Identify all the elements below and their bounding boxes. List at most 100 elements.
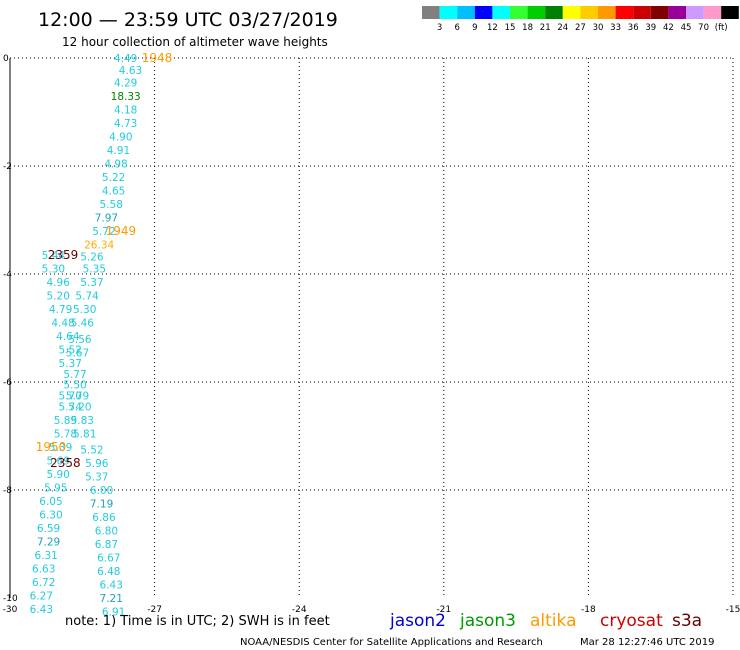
y-tick-label: -2 (3, 162, 12, 172)
y-tick-label: -10 (3, 594, 18, 604)
wave-height-label: 4.79 (49, 304, 72, 316)
satellite-name: s3a (672, 611, 702, 631)
wave-height-label: 6.67 (97, 553, 120, 565)
chart-subtitle: 12 hour collection of altimeter wave hei… (62, 35, 328, 49)
wave-height-label: 5.72 (92, 226, 115, 238)
wave-height-label: 5.35 (83, 264, 106, 276)
legend-swatch (439, 6, 458, 19)
wave-height-label: 5.78 (54, 428, 77, 440)
wave-height-label: 5.37 (59, 358, 82, 370)
wave-height-label: 5.74 (75, 291, 99, 303)
x-tick-label: -30 (3, 605, 18, 615)
note-text: note: 1) Time is in UTC; 2) SWH is in fe… (65, 614, 330, 629)
legend-label: 33 (610, 23, 621, 33)
x-tick-label: -15 (726, 605, 740, 615)
wave-height-label: 5.83 (71, 415, 94, 427)
wave-height-label: 4.65 (102, 185, 125, 197)
wave-height-label: 5.96 (85, 458, 109, 470)
legend-label: 42 (663, 23, 674, 33)
wave-height-label: 26.34 (84, 239, 114, 251)
x-tick-label: -24 (292, 605, 307, 615)
wave-height-label: 5.77 (63, 369, 86, 381)
wave-height-label: 5.58 (100, 199, 123, 211)
legend-label: 3 (437, 23, 442, 33)
footer-timestamp: Mar 28 12:27:46 UTC 2019 (580, 637, 715, 648)
wave-height-label: 6.86 (92, 512, 116, 524)
legend-label: 30 (593, 23, 604, 33)
wave-height-label: 5.79 (66, 391, 89, 403)
wave-height-label: 5.81 (73, 428, 96, 440)
wave-height-label: 4.91 (107, 145, 130, 157)
y-tick-label: -8 (3, 486, 12, 496)
wave-height-label: 6.00 (90, 485, 113, 497)
wave-height-label: 5.50 (63, 380, 86, 392)
satellite-name: jason3 (459, 611, 516, 631)
y-tick-label: -6 (3, 378, 12, 388)
wave-height-label: 6.27 (30, 590, 53, 602)
footer-source: NOAA/NESDIS Center for Satellite Applica… (240, 637, 543, 648)
wave-height-label: 5.37 (85, 472, 108, 484)
wave-height-label: 7.19 (90, 499, 113, 511)
wave-height-label: 6.43 (30, 604, 53, 616)
wave-height-label: 5.70 (59, 391, 82, 403)
wave-height-label: 7.97 (95, 212, 118, 224)
wave-height-label: 6.48 (97, 566, 120, 578)
wave-height-label: 4.63 (119, 65, 142, 77)
legend-swatch (545, 6, 563, 19)
legend-swatch (474, 6, 493, 19)
y-tick-label: 0 (3, 54, 9, 64)
wave-height-label: 4.73 (114, 118, 137, 130)
legend-swatch (721, 6, 739, 19)
legend-swatch (633, 6, 651, 19)
x-tick-label: -27 (147, 605, 162, 615)
chart-title: 12:00 — 23:59 UTC 03/27/2019 (38, 9, 338, 31)
satellite-name: altika (530, 611, 577, 631)
x-tick-label: -21 (436, 605, 451, 615)
legend-swatch (686, 6, 704, 19)
time-label: 1949 (106, 224, 137, 238)
legend-label: 12 (487, 23, 498, 33)
wave-height-label: 6.05 (39, 496, 62, 508)
wave-height-label: 5.56 (68, 334, 92, 346)
legend-swatch (422, 6, 440, 19)
wave-height-label: 4.48 (51, 318, 74, 330)
legend-label: 21 (540, 23, 551, 33)
wave-height-label: 6.59 (37, 523, 60, 535)
wave-height-label: 4.98 (104, 158, 127, 170)
wave-height-label: 4.18 (114, 104, 137, 116)
color-scale-legend: 3 6 9 12 15 18 21 24 27 30 33 36 39 42 45 70 (ft) (422, 6, 739, 33)
wave-height-label: 5.95 (44, 482, 67, 494)
wave-height-label: 6.31 (34, 550, 57, 562)
wave-height-label: 4.64 (56, 331, 80, 343)
legend-swatch (668, 6, 686, 19)
wave-height-label: 6.43 (100, 580, 123, 592)
legend-swatch (510, 6, 528, 19)
legend-swatch (650, 6, 669, 19)
legend-label: 27 (575, 23, 586, 33)
wave-height-label: 5.44 (42, 250, 66, 262)
wave-height-label: 6.63 (32, 563, 55, 575)
wave-height-label: 5.67 (66, 347, 89, 359)
legend-label: 24 (557, 23, 568, 33)
legend-label: 15 (505, 23, 516, 33)
legend-label: 6 (454, 23, 459, 33)
wave-height-label: 5.22 (102, 172, 125, 184)
wave-height-label: 4.29 (114, 77, 137, 89)
legend-label: 45 (681, 23, 692, 33)
wave-height-label: 5.30 (42, 264, 65, 276)
wave-height-label: 5.26 (80, 252, 104, 264)
legend-swatch (457, 6, 475, 19)
legend-label: 9 (472, 23, 477, 33)
wave-height-label: 5.46 (71, 318, 95, 330)
legend-swatch (562, 6, 581, 19)
wave-height-label: 5.52 (80, 445, 103, 457)
wave-height-label: 7.21 (100, 593, 123, 605)
legend-swatch (492, 6, 510, 19)
x-tick-label: -18 (581, 605, 596, 615)
wave-height-label: 4.90 (109, 131, 132, 143)
wave-height-label: 5.37 (80, 277, 103, 289)
time-label: 2358 (50, 456, 81, 470)
plot-area: 0-2-4-6-8-10-30 -27 -24 -21 -18 -154.494.634.… (3, 51, 740, 619)
time-label: 1950 (36, 440, 67, 454)
legend-label: 39 (645, 23, 656, 33)
